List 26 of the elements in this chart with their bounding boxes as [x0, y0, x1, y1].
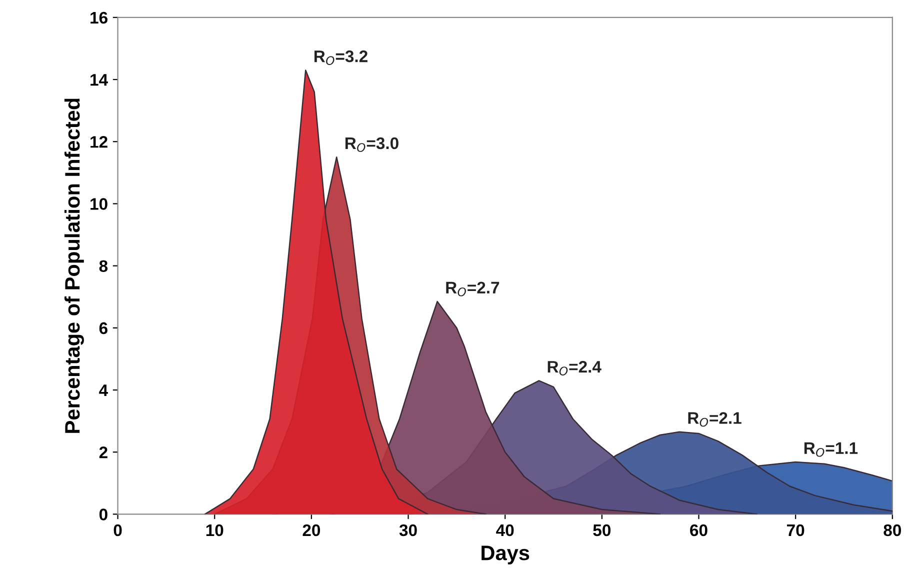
series-label: R$_{O}$=2.7	[446, 282, 500, 296]
y-tick-label: 4	[99, 384, 108, 396]
y-tick-label: 6	[99, 322, 108, 334]
x-tick-label: 20	[302, 524, 320, 536]
y-tick-label: 10	[90, 198, 108, 210]
x-tick-label: 50	[593, 524, 611, 536]
x-tick-label: 10	[206, 524, 224, 536]
y-tick-label: 12	[90, 136, 108, 148]
x-tick-label: 70	[787, 524, 804, 536]
series-label: R$_{O}$=2.1	[688, 412, 742, 427]
x-tick-label: 60	[690, 524, 708, 536]
x-tick-label: 30	[399, 524, 417, 536]
y-axis-title: Percentage of Population Infected	[64, 98, 84, 433]
x-tick-label: 40	[496, 524, 514, 536]
series-label: R$_{O}$=3.2	[314, 50, 368, 65]
y-tick-label: 0	[99, 508, 108, 520]
y-tick-label: 14	[90, 74, 108, 86]
x-tick-label: 0	[114, 524, 122, 536]
y-tick-label: 16	[90, 12, 108, 24]
y-tick-label: 8	[99, 260, 108, 272]
series-label: R$_{O}$=3.0	[345, 137, 398, 152]
series-label: R$_{O}$=1.1	[804, 442, 858, 457]
series-label: R$_{O}$=2.4	[548, 360, 602, 376]
y-tick-label: 2	[99, 446, 108, 458]
x-axis-title: Days	[482, 546, 530, 564]
x-tick-label: 80	[884, 524, 901, 536]
